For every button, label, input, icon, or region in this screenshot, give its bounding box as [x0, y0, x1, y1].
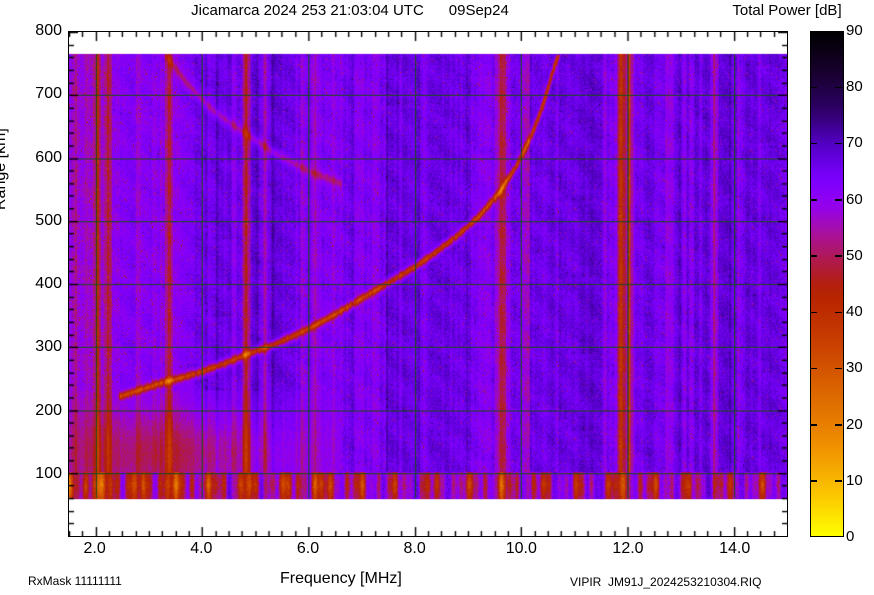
- x-tick-label: 6.0: [296, 540, 320, 557]
- colorbar-tick-mark: [835, 424, 842, 426]
- x-tick-label: 2.0: [83, 540, 106, 557]
- colorbar-tick-label: 40: [846, 303, 863, 321]
- instrument-file-annotation: VIPIR JM91J_2024253210304.RIQ: [570, 575, 762, 589]
- x-axis-ticks: 2.0 4.0 6.0 8.0 10.0 12.0 14.0: [68, 540, 788, 564]
- colorbar-tick-mark: [835, 311, 842, 314]
- colorbar-tick-label: 80: [846, 78, 863, 96]
- colorbar-tick-mark: [835, 367, 842, 370]
- page-title: Jicamarca 2024 253 21:03:04 UTC 09Sep24: [191, 2, 509, 19]
- x-axis-label: Frequency [MHz]: [280, 570, 402, 587]
- colorbar-tick-mark: [810, 255, 817, 257]
- x-tick-label: 12.0: [612, 540, 644, 557]
- y-tick-label: 500: [35, 211, 62, 229]
- colorbar-tick-label: 30: [846, 359, 863, 377]
- colorbar-tick-label: 0: [846, 528, 855, 545]
- colorbar-tick-mark: [835, 142, 842, 145]
- y-tick-label: 200: [35, 401, 62, 419]
- colorbar: [810, 31, 844, 537]
- y-tick-label: 400: [35, 275, 62, 292]
- spectrogram-canvas: [69, 32, 787, 536]
- y-axis-ticks: 100 200 300 400 500 600 700 800: [0, 22, 62, 537]
- colorbar-tick-mark: [835, 480, 842, 482]
- colorbar-tick-mark: [835, 86, 842, 89]
- y-tick-label: 800: [35, 22, 62, 39]
- colorbar-tick-label: 70: [846, 134, 863, 152]
- spectrogram-plot-area: [68, 31, 788, 537]
- colorbar-tick-label: 60: [846, 190, 863, 208]
- rxmask-annotation: RxMask 11111111: [28, 574, 122, 588]
- colorbar-tick-label: 50: [846, 246, 863, 264]
- colorbar-tick-mark: [810, 142, 817, 145]
- colorbar-tick-mark: [810, 311, 817, 314]
- colorbar-tick-mark: [810, 424, 817, 426]
- colorbar-tick-mark: [835, 255, 842, 257]
- colorbar-ticks: 0 10 20 30 40 50 60 70 80 90: [810, 22, 874, 545]
- colorbar-tick-mark: [810, 367, 817, 370]
- colorbar-tick-label: 90: [846, 22, 863, 39]
- colorbar-gradient: [811, 32, 843, 536]
- x-tick-label: 14.0: [719, 540, 751, 557]
- y-tick-label: 100: [35, 464, 62, 482]
- colorbar-tick-mark: [810, 199, 817, 201]
- y-tick-label: 700: [35, 85, 62, 103]
- y-tick-label: 300: [35, 338, 62, 356]
- colorbar-tick-label: 10: [846, 471, 863, 489]
- colorbar-tick-mark: [810, 86, 817, 89]
- x-tick-label: 10.0: [505, 540, 537, 557]
- colorbar-tick-mark: [810, 480, 817, 482]
- colorbar-title: Total Power [dB]: [732, 2, 842, 19]
- colorbar-tick-mark: [835, 199, 842, 201]
- x-tick-label: 4.0: [190, 540, 213, 557]
- x-tick-label: 8.0: [403, 540, 426, 557]
- y-tick-label: 600: [35, 148, 62, 166]
- colorbar-tick-label: 20: [846, 415, 863, 433]
